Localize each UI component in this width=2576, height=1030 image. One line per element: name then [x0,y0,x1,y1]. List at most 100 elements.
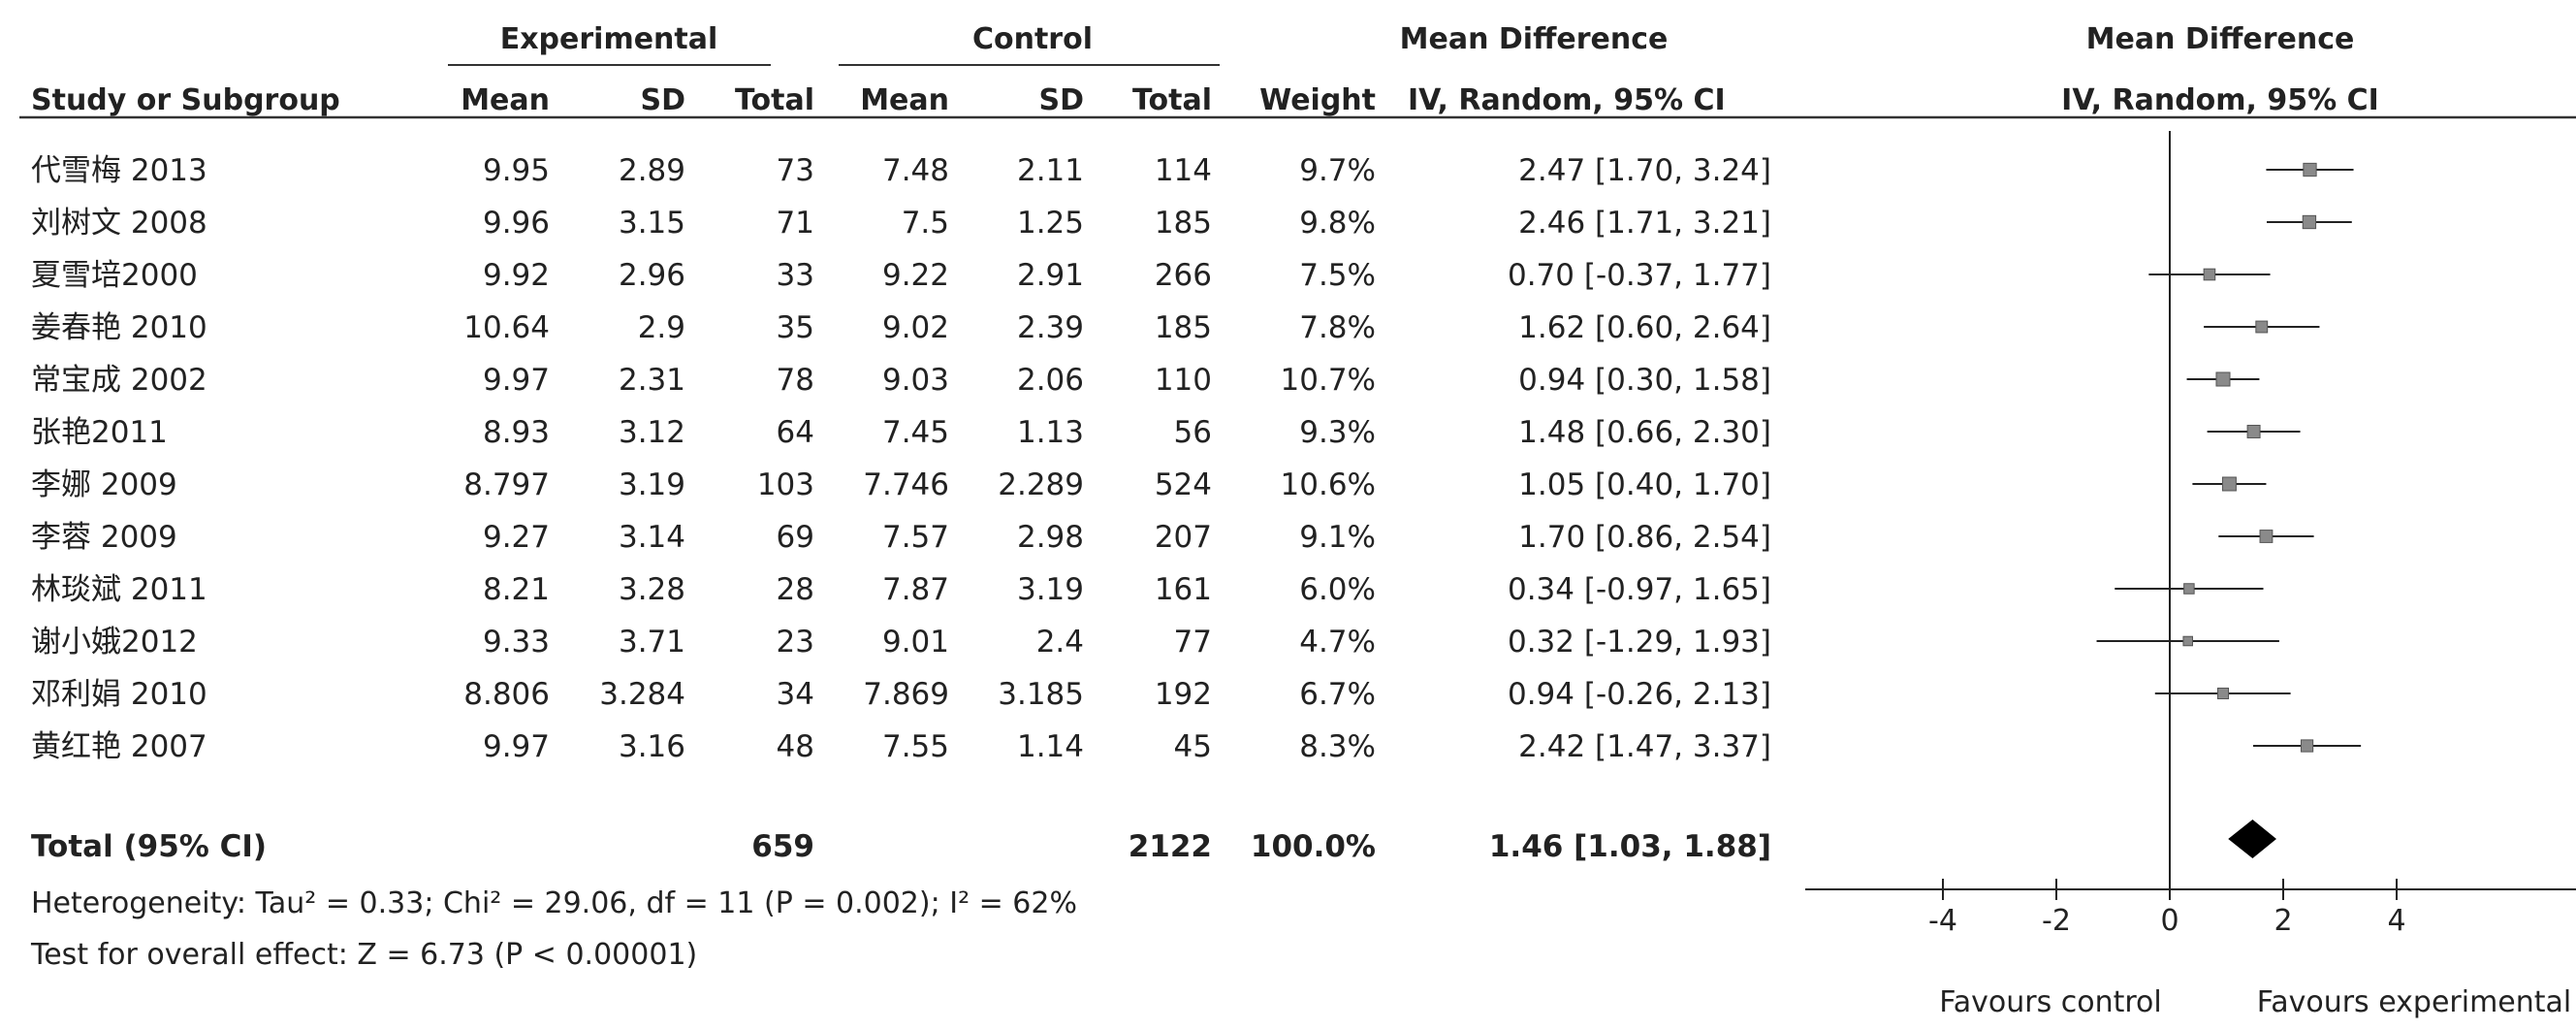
ci: 0.94 [0.30, 1.58] [1518,363,1771,398]
e-mean: 10.64 [463,310,550,345]
e-sd: 3.71 [619,625,685,660]
x-tick-label: -4 [1928,904,1957,938]
total-weight: 100.0% [1251,829,1376,864]
e-mean: 8.93 [483,415,550,450]
overall-effect-text: Test for overall effect: Z = 6.73 (P < 0… [30,938,697,972]
total-ci: 1.46 [1.03, 1.88] [1489,829,1771,864]
study-name: 张艳2011 [31,415,168,450]
col-e-total: Total [735,83,814,117]
c-total: 77 [1174,625,1212,660]
col-c-mean: Mean [860,83,949,117]
total-name: Total (95% CI) [31,829,267,864]
e-mean: 8.797 [463,467,550,502]
study-name: 刘树文 2008 [31,206,207,241]
col-c-total: Total [1132,83,1212,117]
e-mean: 9.97 [483,363,550,398]
header-experimental: Experimental [500,22,718,56]
c-mean: 7.57 [882,520,949,555]
e-sd: 2.9 [638,310,685,345]
point-estimate [2302,214,2317,230]
c-mean: 9.01 [882,625,949,660]
c-sd: 3.19 [1017,572,1084,607]
e-mean: 9.95 [483,153,550,188]
col-weight: Weight [1259,83,1376,117]
point-estimate [2300,739,2314,753]
study-row: 李蓉 2009 9.27 3.14 69 7.57 2.98 207 9.1% 1.70 [0.… [31,520,1771,555]
ci: 2.42 [1.47, 3.37] [1518,729,1771,764]
study-name: 代雪梅 2013 [31,153,207,188]
study-name: 常宝成 2002 [31,363,207,398]
e-total: 34 [777,677,814,712]
ci: 1.62 [0.60, 2.64] [1518,310,1771,345]
e-sd: 3.15 [619,206,685,241]
c-sd: 2.06 [1017,363,1084,398]
point-estimate [2215,371,2231,387]
study-row: 林琰斌 2011 8.21 3.28 28 7.87 3.19 161 6.0% 0.34 [-… [31,572,1771,607]
c-mean: 9.03 [882,363,949,398]
x-tick-label: -2 [2042,904,2071,938]
study-row: 张艳2011 8.93 3.12 64 7.45 1.13 56 9.3% 1.48 [0.66… [31,415,1771,450]
e-mean: 9.27 [483,520,550,555]
forest-marks [2096,162,2362,753]
c-total: 207 [1155,520,1212,555]
point-estimate [2246,425,2261,438]
pooled-effect-diamond [2228,820,2276,858]
point-estimate [2182,635,2193,647]
c-mean: 7.746 [863,467,949,502]
e-sd: 2.96 [619,258,685,293]
col-plot-ci: IV, Random, 95% CI [2061,83,2379,117]
c-total: 185 [1155,206,1212,241]
point-estimate [2216,687,2230,700]
e-mean: 9.33 [483,625,550,660]
ci: 1.48 [0.66, 2.30] [1518,415,1771,450]
col-study: Study or Subgroup [31,83,340,117]
c-sd: 2.98 [1017,520,1084,555]
e-mean: 9.97 [483,729,550,764]
e-total: 103 [757,467,814,502]
study-row: 黄红艳 2007 9.97 3.16 48 7.55 1.14 45 8.3% 2.42 [1.… [31,729,1771,764]
e-total: 71 [777,206,814,241]
weight: 6.7% [1299,677,1376,712]
point-estimate [2259,530,2274,543]
c-sd: 2.289 [998,467,1084,502]
ci: 0.70 [-0.37, 1.77] [1508,258,1771,293]
weight: 9.7% [1299,153,1376,188]
study-row: 李娜 2009 8.797 3.19 103 7.746 2.289 524 10.6% 1.0… [31,467,1771,502]
weight: 9.8% [1299,206,1376,241]
ci: 0.32 [-1.29, 1.93] [1508,625,1771,660]
c-total: 110 [1155,363,1212,398]
col-e-sd: SD [640,83,685,117]
col-ci: IV, Random, 95% CI [1408,83,1726,117]
e-total: 33 [777,258,814,293]
study-row: 常宝成 2002 9.97 2.31 78 9.03 2.06 110 10.7% 0.94 [… [31,363,1771,398]
ci: 2.46 [1.71, 3.21] [1518,206,1771,241]
weight: 7.5% [1299,258,1376,293]
point-estimate [2183,583,2195,595]
favours-control-label: Favours control [1939,985,2162,1019]
weight: 8.3% [1299,729,1376,764]
e-total: 69 [777,520,814,555]
study-name: 邓利娟 2010 [31,677,207,712]
x-tick-label: 4 [2387,904,2405,938]
x-tick-label: 0 [2160,904,2178,938]
e-sd: 3.28 [619,572,685,607]
study-row: 谢小娥2012 9.33 3.71 23 9.01 2.4 77 4.7% 0.32 [-1.2… [31,625,1771,660]
study-name: 黄红艳 2007 [31,729,207,764]
e-mean: 9.96 [483,206,550,241]
heterogeneity-text: Heterogeneity: Tau² = 0.33; Chi² = 29.06… [31,886,1077,920]
c-sd: 2.91 [1017,258,1084,293]
e-total: 73 [777,153,814,188]
e-sd: 3.284 [599,677,685,712]
e-sd: 3.19 [619,467,685,502]
weight: 9.1% [1299,520,1376,555]
c-mean: 7.5 [902,206,949,241]
c-sd: 2.39 [1017,310,1084,345]
e-sd: 2.31 [619,363,685,398]
weight: 6.0% [1299,572,1376,607]
header-plot-mean-difference: Mean Difference [2086,22,2355,56]
header-control: Control [972,22,1093,56]
study-row: 邓利娟 2010 8.806 3.284 34 7.869 3.185 192 6.7% 0.9… [31,677,1771,712]
study-row: 刘树文 2008 9.96 3.15 71 7.5 1.25 185 9.8% 2.46 [1.… [31,206,1771,241]
study-row: 夏雪培2000 9.92 2.96 33 9.22 2.91 266 7.5% 0.70 [-0… [31,258,1771,293]
